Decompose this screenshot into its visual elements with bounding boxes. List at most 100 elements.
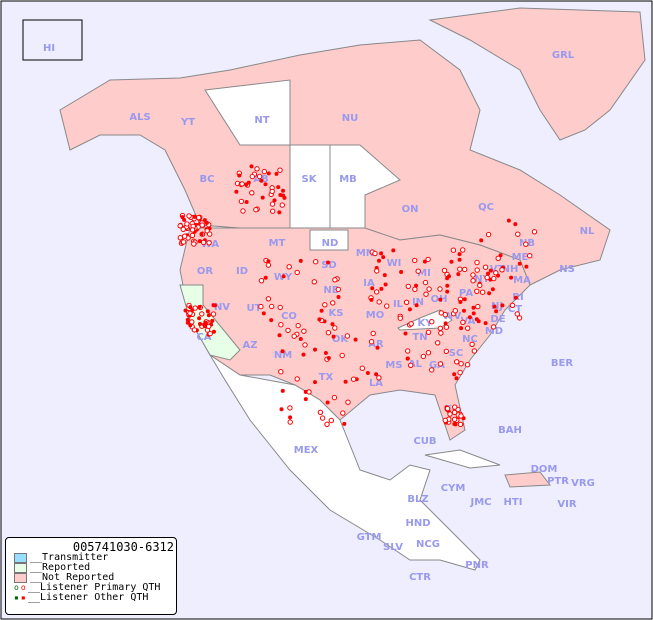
listener-other-qth-marker bbox=[288, 415, 293, 420]
listener-other-qth-marker bbox=[263, 275, 268, 280]
listener-other-qth-marker bbox=[205, 309, 210, 314]
listener-other-qth-marker bbox=[326, 356, 331, 360]
listener-primary-qth-marker bbox=[412, 257, 418, 264]
listener-primary-qth-marker bbox=[340, 410, 346, 416]
region-label-al: AL bbox=[408, 359, 423, 370]
transmitter-swatch bbox=[14, 553, 27, 563]
listener-primary-qth-marker bbox=[335, 286, 341, 293]
region-label-tx: TX bbox=[319, 372, 334, 383]
listener-primary-qth-marker bbox=[435, 340, 441, 346]
listener-other-qth-marker bbox=[212, 329, 216, 334]
legend-label: __Not Reported bbox=[30, 572, 115, 583]
listener-primary-qth-marker bbox=[474, 259, 480, 266]
listener-primary-qth-marker bbox=[206, 323, 212, 330]
region-label-ms: MS bbox=[385, 360, 402, 371]
listener-primary-qth-marker bbox=[317, 409, 324, 415]
listener-other-qth-marker bbox=[331, 334, 336, 339]
listener-primary-qth-marker bbox=[269, 303, 275, 310]
listener-primary-qth-marker bbox=[330, 300, 336, 306]
listener-other-qth-marker bbox=[479, 238, 484, 243]
listener-other-qth-marker bbox=[269, 318, 274, 323]
listener-primary-qth-marker bbox=[181, 233, 188, 239]
listener-other-qth-marker bbox=[513, 295, 518, 300]
region-label-wi: WI bbox=[387, 258, 402, 269]
region-label-nu: NU bbox=[342, 113, 359, 124]
listener-other-qth-marker bbox=[458, 300, 463, 304]
listener-other-qth-marker bbox=[234, 189, 239, 194]
listener-primary-qth-marker bbox=[408, 321, 414, 327]
listener-primary-qth-marker bbox=[464, 362, 471, 368]
listener-other-qth-marker bbox=[342, 421, 347, 426]
listener-primary-qth-marker bbox=[238, 198, 245, 205]
listener-other-qth-marker bbox=[490, 287, 495, 292]
hispaniola bbox=[504, 471, 551, 488]
listener-primary-qth-marker bbox=[462, 266, 468, 273]
legend-primary-qth: o o __Listener Primary QTH bbox=[6, 583, 176, 593]
listener-primary-qth-marker bbox=[294, 269, 300, 276]
listener-other-qth-marker bbox=[492, 304, 497, 309]
listener-primary-qth-marker bbox=[191, 241, 197, 247]
region-label-nt: NT bbox=[254, 115, 269, 126]
listener-other-qth-marker bbox=[524, 264, 529, 269]
listener-other-qth-marker bbox=[313, 380, 317, 385]
region-label-vrg: VRG bbox=[571, 478, 595, 489]
region-label-fl: FL bbox=[445, 404, 459, 415]
listener-primary-qth-marker bbox=[345, 399, 351, 405]
listener-primary-qth-marker bbox=[454, 359, 460, 365]
listener-primary-qth-marker bbox=[451, 416, 458, 423]
region-label-cub: CUB bbox=[413, 436, 436, 447]
listener-primary-qth-marker bbox=[189, 232, 196, 239]
hawaii-inset bbox=[22, 19, 83, 61]
listener-primary-qth-marker bbox=[405, 348, 411, 354]
listener-other-qth-marker bbox=[185, 320, 190, 325]
listener-primary-qth-marker bbox=[350, 376, 357, 382]
listener-other-qth-marker bbox=[261, 311, 266, 316]
listener-primary-qth-marker bbox=[425, 256, 431, 263]
listener-other-qth-marker bbox=[353, 337, 358, 342]
listener-primary-qth-marker bbox=[325, 330, 332, 336]
listener-primary-qth-marker bbox=[261, 168, 267, 175]
listener-other-qth-marker bbox=[281, 193, 286, 198]
listener-primary-qth-marker bbox=[423, 291, 429, 297]
region-label-bc: BC bbox=[200, 174, 215, 185]
region-label-ky: KY bbox=[418, 318, 434, 329]
listener-other-qth-marker bbox=[301, 352, 306, 357]
region-label-als: ALS bbox=[129, 112, 150, 123]
legend-not-reported: __Not Reported bbox=[6, 573, 176, 583]
listener-other-qth-marker bbox=[313, 347, 317, 352]
not-reported-swatch bbox=[14, 573, 27, 583]
listener-other-qth-marker bbox=[237, 173, 242, 178]
listener-other-qth-marker bbox=[377, 258, 381, 263]
listener-primary-qth-marker bbox=[474, 267, 480, 273]
listener-primary-qth-marker bbox=[376, 299, 382, 305]
listener-primary-qth-marker bbox=[210, 311, 217, 317]
listener-primary-qth-marker bbox=[515, 231, 521, 237]
region-label-vt: VT bbox=[490, 264, 505, 275]
region-label-gtm: GTM bbox=[357, 532, 382, 543]
listener-primary-qth-marker bbox=[429, 319, 435, 325]
listener-other-qth-marker bbox=[211, 303, 216, 308]
region-label-nv: NV bbox=[214, 302, 230, 313]
listener-other-qth-marker bbox=[266, 259, 271, 264]
listener-other-qth-marker bbox=[454, 376, 459, 381]
listener-primary-qth-marker bbox=[485, 231, 492, 238]
listener-primary-qth-marker bbox=[452, 404, 458, 410]
listener-primary-qth-marker bbox=[491, 275, 497, 282]
legend-label: __Reported bbox=[30, 562, 91, 573]
listener-other-qth-marker bbox=[369, 297, 374, 302]
listener-other-qth-marker bbox=[274, 171, 279, 176]
listener-primary-qth-marker bbox=[269, 188, 275, 195]
listener-primary-qth-marker bbox=[270, 208, 276, 214]
listener-other-qth-marker bbox=[405, 356, 410, 361]
listener-primary-qth-marker bbox=[256, 173, 263, 180]
region-label-nd: ND bbox=[322, 238, 339, 249]
listener-primary-qth-marker bbox=[460, 247, 466, 253]
region-label-ct: CT bbox=[508, 304, 522, 315]
listener-primary-qth-marker bbox=[331, 394, 338, 401]
listener-primary-qth-marker bbox=[457, 369, 463, 376]
region-label-ga: GA bbox=[429, 360, 445, 371]
listener-other-qth-marker bbox=[197, 316, 202, 321]
listener-other-qth-marker bbox=[438, 297, 443, 302]
region-label-mn: MN bbox=[356, 248, 374, 259]
listener-primary-qth-marker bbox=[239, 181, 245, 187]
